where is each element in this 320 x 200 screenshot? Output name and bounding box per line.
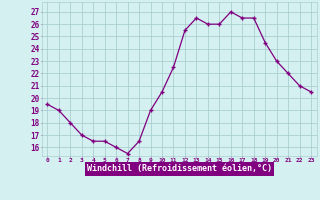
X-axis label: Windchill (Refroidissement éolien,°C): Windchill (Refroidissement éolien,°C) [87,164,272,173]
